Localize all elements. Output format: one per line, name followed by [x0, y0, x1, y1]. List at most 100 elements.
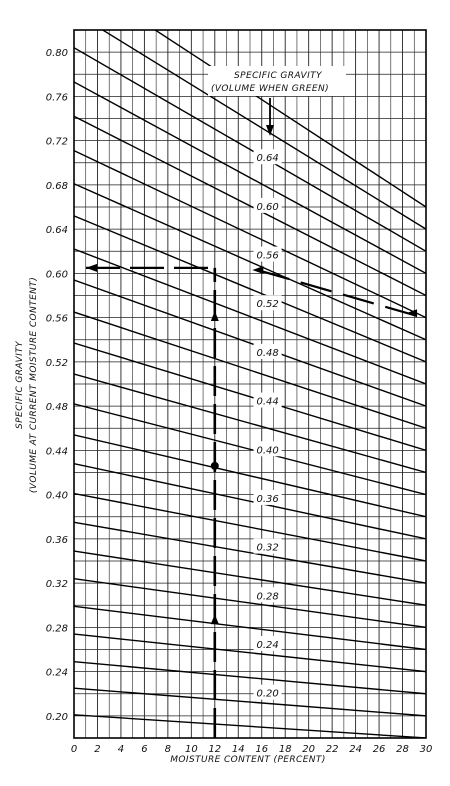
curve-label-bg	[253, 295, 282, 311]
curve-label: 0.32	[256, 543, 278, 554]
curve-label-bg	[253, 489, 282, 505]
arrow-head	[210, 310, 219, 321]
x-tick-label: 12	[208, 744, 221, 755]
x-tick-label: 20	[302, 744, 315, 755]
curve-line	[74, 403, 426, 496]
y-axis-label-sub: (VOLUME AT CURRENT MOISTURE CONTENT)	[29, 277, 39, 493]
curve-line	[74, 550, 426, 606]
curve-label-bg	[253, 197, 282, 213]
annotation-bg	[208, 66, 346, 96]
x-tick-label: 16	[255, 744, 268, 755]
curve-label-bg	[253, 587, 282, 603]
curve-line	[74, 492, 426, 562]
x-axis-label: MOISTURE CONTENT (PERCENT)	[170, 755, 325, 765]
curve-line	[74, 81, 426, 274]
arrow-head	[406, 309, 418, 318]
grid	[73, 29, 427, 739]
x-tick-label: 6	[141, 744, 147, 755]
y-tick-label: 0.40	[46, 491, 68, 502]
curve-label: 0.56	[256, 251, 278, 262]
x-tick-label: 26	[373, 744, 386, 755]
curve-line	[74, 149, 426, 319]
annotation-title: SPECIFIC GRAVITY	[234, 71, 323, 81]
y-tick-label: 0.32	[46, 579, 68, 590]
y-tick-label: 0.44	[46, 446, 68, 457]
arrow-head	[266, 125, 274, 136]
arrow-head	[210, 614, 219, 625]
curve-label: 0.60	[256, 202, 278, 213]
y-tick-label: 0.64	[46, 225, 68, 236]
curve-line	[74, 311, 426, 429]
curve-line	[74, 521, 426, 584]
curve-label-bg	[253, 343, 282, 359]
curve-line	[74, 183, 426, 341]
curve-line	[74, 434, 426, 518]
y-tick-label: 0.76	[46, 92, 68, 103]
curve-label: 0.24	[256, 640, 278, 651]
curve-line	[74, 115, 426, 297]
curve-line	[74, 373, 426, 474]
example-path	[86, 98, 418, 738]
x-tick-label: 24	[349, 744, 362, 755]
x-tick-label: 2	[94, 744, 100, 755]
curve-label: 0.48	[256, 348, 278, 359]
curve-label: 0.36	[256, 494, 278, 505]
curve-line	[74, 578, 426, 629]
curve-label: 0.28	[256, 591, 278, 602]
curve-line	[74, 279, 426, 407]
y-tick-label: 0.52	[46, 358, 68, 369]
curve-label-bg	[253, 684, 282, 700]
y-tick-label: 0.72	[46, 137, 68, 148]
y-tick-label: 0.60	[46, 269, 68, 280]
x-tick-label: 0	[71, 744, 77, 755]
curve-label: 0.20	[256, 689, 278, 700]
curve-label-bg	[253, 441, 282, 457]
example-point	[210, 461, 219, 470]
curve-label: 0.64	[256, 153, 278, 164]
curve-label-bg	[253, 392, 282, 408]
x-tick-label: 28	[396, 744, 409, 755]
curve-label-bg	[253, 149, 282, 165]
y-tick-label: 0.36	[46, 535, 68, 546]
y-axis-label: SPECIFIC GRAVITY	[15, 340, 25, 429]
y-tick-label: 0.68	[46, 181, 68, 192]
annotation-subtitle: (VOLUME WHEN GREEN)	[211, 84, 329, 94]
curve-line	[74, 248, 426, 385]
tick-labels: 0.20 0.24 0.28 0.32 0.36 0.40 0.44 0.48 0.52 0.56…	[46, 48, 433, 755]
x-tick-label: 22	[326, 744, 339, 755]
x-tick-label: 30	[420, 744, 433, 755]
x-tick-label: 8	[165, 744, 171, 755]
arrow-head	[252, 266, 264, 275]
x-tick-label: 10	[185, 744, 198, 755]
arrow-head	[86, 263, 97, 272]
curve-label-bg	[253, 635, 282, 651]
example-green-curve-path	[249, 266, 417, 317]
curve-line	[74, 215, 426, 363]
curve-line	[74, 714, 426, 738]
curve-label: 0.40	[256, 445, 278, 456]
curve-label-bg	[253, 538, 282, 554]
curve-line	[74, 660, 426, 695]
curve-line	[101, 30, 426, 230]
curve-line	[74, 342, 426, 452]
curve-line	[74, 47, 426, 252]
curve-line	[74, 605, 426, 651]
curve-labels: 0.64 0.60 0.56 0.52 0.48 0.44 0.40 0.36 0.32 0.28…	[253, 149, 282, 700]
curve-label: 0.44	[256, 397, 278, 408]
y-tick-label: 0.20	[46, 712, 68, 723]
y-tick-label: 0.80	[46, 48, 68, 59]
curves	[74, 30, 426, 738]
x-tick-label: 4	[118, 744, 124, 755]
curve-label-bg	[253, 246, 282, 262]
y-tick-label: 0.56	[46, 314, 68, 325]
y-tick-label: 0.48	[46, 402, 68, 413]
curve-label: 0.52	[256, 299, 278, 310]
x-tick-label: 18	[279, 744, 292, 755]
curve-line	[74, 462, 426, 540]
curve-line	[74, 687, 426, 717]
y-tick-label: 0.28	[46, 623, 68, 634]
curve-line	[74, 633, 426, 673]
y-tick-label: 0.24	[46, 668, 68, 679]
x-tick-label: 14	[232, 744, 245, 755]
